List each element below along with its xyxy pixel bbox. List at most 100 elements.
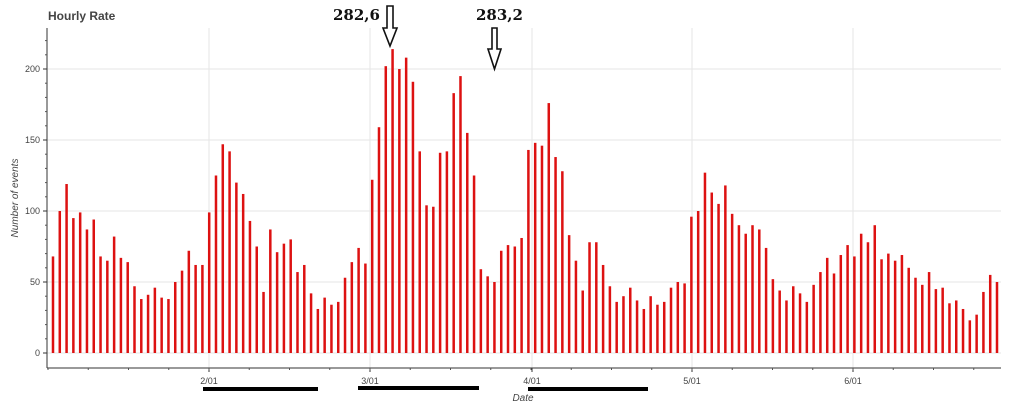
bar [391,49,394,354]
bar [859,233,863,353]
bar [676,282,680,353]
bar [180,270,184,353]
bar [106,260,109,353]
bar [893,260,897,353]
bar [615,301,618,353]
bar [194,264,197,353]
x-axis-title: Date [512,393,534,404]
bar [656,304,659,353]
bar [968,320,972,353]
bar [696,211,700,353]
bar [758,229,761,353]
bar [438,152,442,353]
bar [330,304,333,353]
bar [812,284,815,353]
bar [384,66,388,353]
bar [459,76,462,353]
bar [499,250,503,353]
bar [187,250,191,353]
bar [730,213,734,353]
x-tick-label: 4/01 [523,376,541,386]
bar [303,264,306,353]
bar [99,256,102,353]
bar [296,272,299,353]
bar [167,299,170,353]
bar [601,264,605,353]
bar [262,291,265,353]
bar [764,247,768,353]
bar [527,149,530,353]
bar [832,273,836,353]
bar [574,260,578,353]
bar [608,286,612,353]
bar [703,172,707,353]
bar [690,216,693,353]
bar [751,225,754,353]
bar [900,255,904,353]
bar [880,259,883,353]
bar [683,283,686,353]
bar [357,247,360,353]
bar [642,308,646,353]
bar [825,257,829,353]
bar [377,127,381,353]
bar [595,242,598,353]
bar [221,144,225,353]
bar [941,287,944,353]
bar [418,151,421,353]
bar [982,291,985,353]
bar [717,203,720,353]
bar [92,219,95,353]
bar [466,132,469,353]
bar [65,184,68,353]
bar [78,212,82,353]
bar [649,296,652,353]
down-arrow-icon [381,5,399,49]
bar [547,103,551,353]
bar [819,272,822,353]
y-tick-label: 0 [35,348,40,358]
bar [235,182,238,353]
bar [398,69,401,353]
y-tick-label: 100 [25,206,40,216]
bar [506,245,510,353]
bar [316,308,320,353]
bars [51,49,999,354]
bar [241,193,245,353]
bar [873,225,877,353]
bar [914,277,917,353]
bar [404,57,408,353]
bar [364,263,367,353]
bar [214,175,218,353]
bar [309,293,313,353]
bar [201,264,204,353]
bar [561,171,564,353]
annotation-label-1: 282,6 [333,6,380,24]
bar [798,293,802,353]
bar [173,282,177,353]
bar [853,256,856,353]
x-tick-label: 2/01 [200,376,218,386]
y-axis: 0 50 100 150 200 [25,28,48,368]
bar [350,262,354,353]
bar [153,287,157,353]
bar [988,274,992,353]
x-axis: 2/01 3/01 4/01 5/01 6/01 [47,367,1001,386]
bar [669,287,673,353]
bar [887,253,890,353]
bar [207,212,211,353]
gridlines [47,28,1001,368]
bar [737,225,741,353]
bar [907,267,910,353]
bar [289,239,292,353]
down-arrow-icon [486,27,503,72]
bar [581,290,584,353]
bar [540,145,544,353]
bar [51,256,55,353]
bar [533,142,537,353]
bar [805,301,809,353]
bar [493,282,496,353]
bar [866,242,870,353]
bar [934,289,938,353]
bar [119,257,123,353]
